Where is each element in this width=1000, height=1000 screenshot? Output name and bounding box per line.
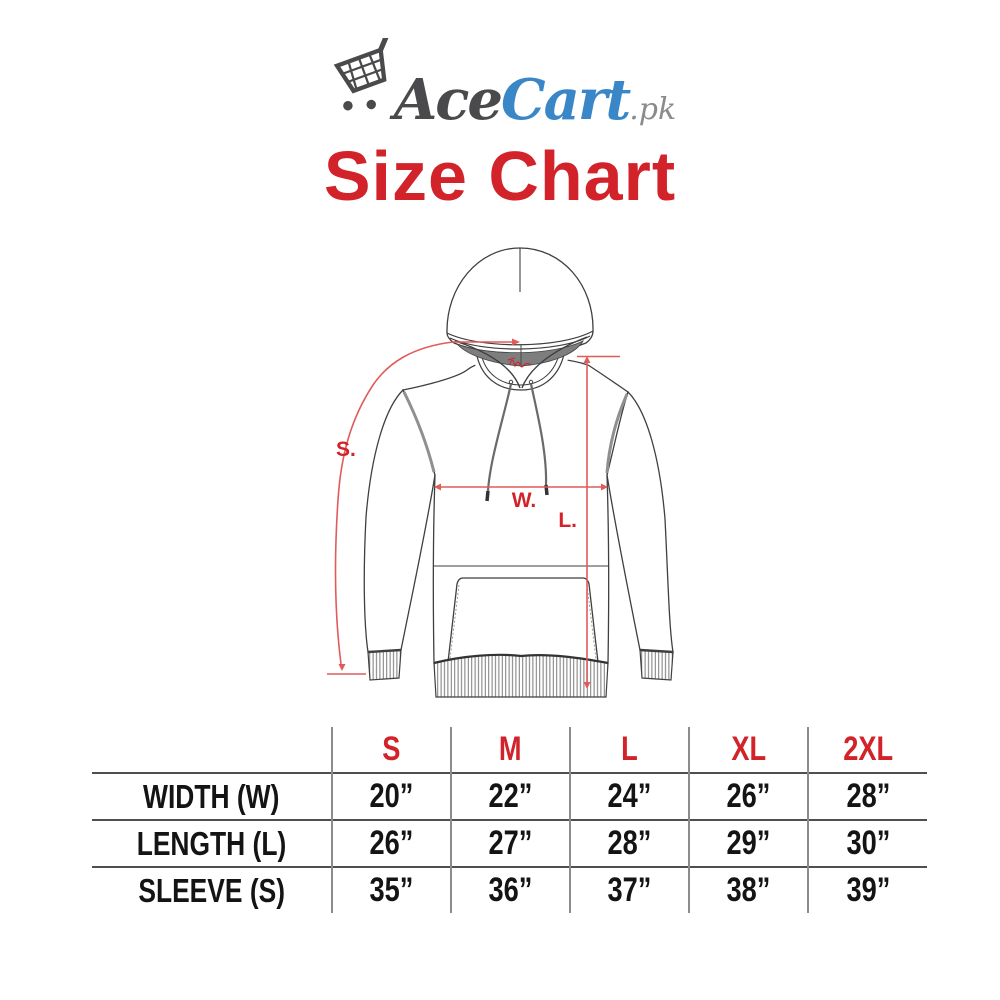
- cell: 29”: [688, 819, 808, 867]
- hoodie-cuffs: [367, 648, 674, 681]
- drawstrings: [485, 379, 549, 502]
- cell: 37”: [569, 866, 689, 913]
- brand-name: AceCart.pk: [394, 72, 676, 128]
- brand-name-prefix: Ace: [393, 67, 503, 133]
- cell: 28”: [569, 819, 689, 867]
- kangaroo-pocket: [447, 577, 599, 663]
- sleeve-measure-line: [327, 338, 520, 675]
- table-row-length: LENGTH (L) 26” 27” 28” 29” 30”: [92, 819, 927, 867]
- row-label: LENGTH (L): [92, 819, 332, 867]
- cell: 26”: [331, 819, 451, 867]
- pocket-stitching: [449, 584, 597, 660]
- cell: 24”: [569, 772, 689, 820]
- hood-brand-mark: [507, 357, 532, 368]
- header-size-2xl: 2XL: [807, 727, 927, 773]
- brand-name-highlight: Cart: [501, 67, 631, 133]
- collar-seams: [475, 348, 566, 391]
- header-size-s: S: [331, 727, 451, 773]
- hoodie-drawing: S. W. L.: [327, 247, 674, 698]
- cell: 39”: [807, 866, 927, 913]
- cell: 26”: [688, 772, 808, 820]
- shopping-cart-icon: [333, 38, 389, 111]
- table-header-row: S M L XL 2XL: [92, 727, 927, 773]
- brand-domain-suffix: .pk: [629, 92, 677, 127]
- hem-band: [433, 653, 609, 698]
- table-row-width: WIDTH (W) 20” 22” 24” 26” 28”: [92, 772, 927, 820]
- cell: 22”: [450, 772, 570, 820]
- size-chart-table: S M L XL 2XL WIDTH (W) 20” 22” 24” 26” 2…: [92, 727, 927, 913]
- hood-lining: [456, 340, 585, 367]
- length-measure-line: [577, 355, 620, 689]
- raglan-seams: [402, 391, 629, 474]
- cell: 20”: [331, 772, 451, 820]
- cell: 35”: [331, 866, 451, 913]
- width-measure-arrow: [434, 483, 608, 491]
- cell: 28”: [807, 772, 927, 820]
- row-label: SLEEVE (S): [92, 866, 332, 913]
- header-empty-cell: [92, 727, 332, 773]
- row-label: WIDTH (W): [92, 772, 332, 820]
- sleeve-label: S.: [336, 438, 356, 461]
- header-size-l: L: [569, 727, 689, 773]
- length-label: L.: [558, 509, 577, 532]
- cell: 38”: [688, 866, 808, 913]
- header-size-m: M: [450, 727, 570, 773]
- cell: 36”: [450, 866, 570, 913]
- table-row-sleeve: SLEEVE (S) 35” 36” 37” 38” 39”: [92, 866, 927, 913]
- width-label: W.: [512, 489, 537, 512]
- cell: 30”: [807, 819, 927, 867]
- brand-logo: AceCart.pk: [0, 38, 1000, 128]
- hoodie-measurement-diagram: S. W. L.: [300, 235, 720, 715]
- cell: 27”: [450, 819, 570, 867]
- page-title: Size Chart: [323, 137, 677, 215]
- header-size-xl: XL: [688, 727, 808, 773]
- hood-front-edges: [454, 336, 588, 389]
